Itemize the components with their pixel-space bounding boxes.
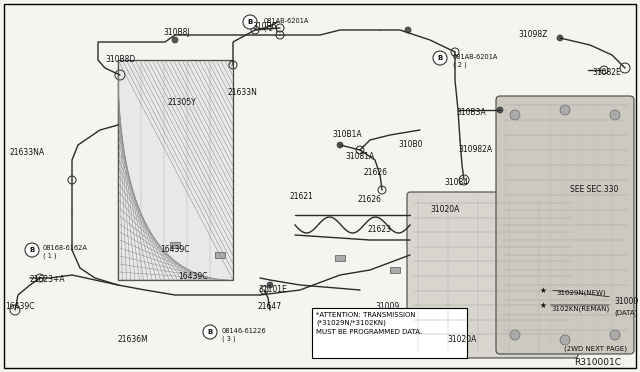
Text: 310B8D: 310B8D <box>105 55 135 64</box>
Text: 21623: 21623 <box>368 225 392 234</box>
Text: 3102KN(REMAN): 3102KN(REMAN) <box>551 305 609 311</box>
Bar <box>170 242 180 248</box>
Text: B: B <box>248 19 253 25</box>
Circle shape <box>560 105 570 115</box>
Circle shape <box>497 107 503 113</box>
Text: 08146-61226
( 3 ): 08146-61226 ( 3 ) <box>222 328 267 342</box>
Text: 31020A: 31020A <box>447 335 476 344</box>
Bar <box>312 308 467 358</box>
Text: 310982A: 310982A <box>458 145 492 154</box>
Circle shape <box>610 110 620 120</box>
Text: 081AB-6201A
( 2 ): 081AB-6201A ( 2 ) <box>453 54 499 68</box>
Text: 21305Y: 21305Y <box>168 98 196 107</box>
Text: 21633N: 21633N <box>228 88 258 97</box>
Circle shape <box>610 330 620 340</box>
Text: 21623+A: 21623+A <box>30 275 66 284</box>
Text: ★: ★ <box>540 301 547 310</box>
Text: 21621: 21621 <box>290 192 314 201</box>
Circle shape <box>557 35 563 41</box>
Text: 310B8J: 310B8J <box>163 28 189 37</box>
Circle shape <box>510 330 520 340</box>
Circle shape <box>267 282 273 288</box>
Text: 21636M: 21636M <box>118 335 148 344</box>
Text: 310B3A: 310B3A <box>456 108 486 117</box>
Text: 310B6: 310B6 <box>252 22 276 31</box>
Text: 31029N(NEW): 31029N(NEW) <box>556 290 605 296</box>
Text: 31084: 31084 <box>444 178 468 187</box>
Text: 21633NA: 21633NA <box>10 148 45 157</box>
Text: SEE SEC.330: SEE SEC.330 <box>570 185 618 194</box>
Text: B: B <box>29 247 35 253</box>
Circle shape <box>172 37 178 43</box>
Text: 31020A: 31020A <box>430 205 460 214</box>
Circle shape <box>243 15 257 29</box>
Text: 21626: 21626 <box>357 195 381 204</box>
Text: 310B1A: 310B1A <box>332 130 362 139</box>
Circle shape <box>203 325 217 339</box>
Text: 31098Z: 31098Z <box>518 30 547 39</box>
Text: 081AB-6201A
( 2 ): 081AB-6201A ( 2 ) <box>264 18 309 32</box>
Text: (DATA): (DATA) <box>614 310 637 317</box>
Text: *ATTENTION: TRANSMISSION
(*31029N/*3102KN)
MUST BE PROGRAMMED DATA.: *ATTENTION: TRANSMISSION (*31029N/*3102K… <box>316 312 422 334</box>
Bar <box>335 255 345 261</box>
Text: 08168-6162A
( 1 ): 08168-6162A ( 1 ) <box>43 245 88 259</box>
Circle shape <box>560 335 570 345</box>
Bar <box>118 60 233 280</box>
Text: 16439C: 16439C <box>160 245 189 254</box>
Text: 16439C: 16439C <box>178 272 207 281</box>
Text: 31101E: 31101E <box>258 285 287 294</box>
Text: ★: ★ <box>540 285 547 295</box>
Text: 31081A: 31081A <box>345 152 374 161</box>
Bar <box>390 267 400 273</box>
Circle shape <box>337 142 343 148</box>
Text: 31082E: 31082E <box>592 68 621 77</box>
Text: 21626: 21626 <box>363 168 387 177</box>
Circle shape <box>405 27 411 33</box>
Text: 31009: 31009 <box>375 302 399 311</box>
FancyBboxPatch shape <box>496 96 634 354</box>
Bar <box>215 252 225 258</box>
Text: B: B <box>437 55 443 61</box>
FancyBboxPatch shape <box>407 192 578 358</box>
Circle shape <box>25 243 39 257</box>
Circle shape <box>433 51 447 65</box>
Text: (2WD NEXT PAGE): (2WD NEXT PAGE) <box>564 345 627 352</box>
Text: 310B0: 310B0 <box>398 140 422 149</box>
Text: 16439C: 16439C <box>5 302 35 311</box>
Text: 21647: 21647 <box>258 302 282 311</box>
Text: B: B <box>207 329 212 335</box>
Text: 31000: 31000 <box>614 297 638 306</box>
Circle shape <box>510 110 520 120</box>
Text: R310001C: R310001C <box>574 358 621 367</box>
